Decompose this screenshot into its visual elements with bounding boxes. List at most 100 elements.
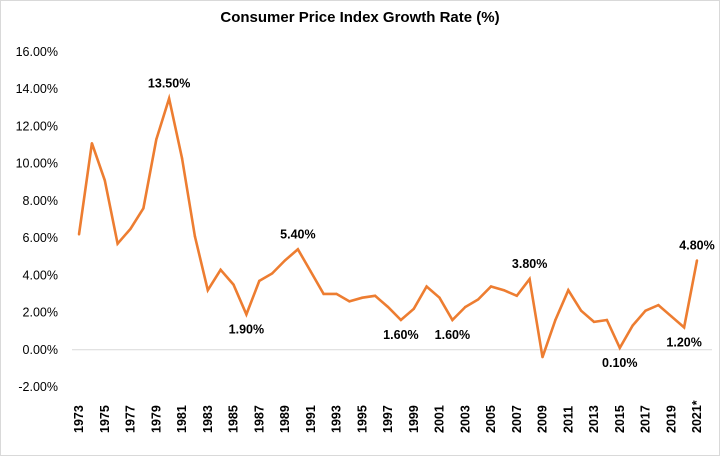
y-tick-label: 6.00% xyxy=(23,231,58,245)
y-tick-label: 4.00% xyxy=(23,268,58,282)
data-label: 3.80% xyxy=(512,257,547,271)
x-tick-label: 1981 xyxy=(175,405,189,433)
data-point xyxy=(296,248,300,251)
x-tick-label: 1989 xyxy=(278,405,292,433)
x-tick-label: 1991 xyxy=(304,405,318,433)
x-tick-label: 1999 xyxy=(407,405,421,433)
x-tick-label: 2013 xyxy=(587,405,601,433)
data-point xyxy=(489,285,493,288)
data-point xyxy=(193,235,197,238)
data-point xyxy=(670,315,673,318)
y-tick-label: 14.00% xyxy=(16,82,58,96)
y-tick-label: 2.00% xyxy=(23,306,58,320)
x-tick-label: 2009 xyxy=(536,405,550,433)
x-tick-label: 2017 xyxy=(639,405,653,433)
x-tick-label: 2021* xyxy=(690,400,704,433)
x-axis: 1973 1975 1977 1979 1981 1983 1985 1987 1989 1991… xyxy=(72,400,704,433)
data-point xyxy=(258,279,261,283)
data-label: 1.20% xyxy=(666,335,701,349)
data-point xyxy=(528,277,531,281)
data-point xyxy=(657,303,660,307)
data-label: 13.50% xyxy=(148,77,190,91)
data-point xyxy=(618,346,621,350)
data-point xyxy=(451,318,454,322)
data-point xyxy=(245,313,248,316)
data-point xyxy=(322,292,325,296)
data-point xyxy=(438,296,441,299)
data-point xyxy=(695,259,699,262)
data-label: 5.40% xyxy=(280,227,315,241)
x-tick-label: 1997 xyxy=(381,405,395,433)
x-tick-label: 2019 xyxy=(664,405,678,433)
data-point xyxy=(361,296,364,299)
data-point xyxy=(167,97,171,100)
x-tick-label: 1973 xyxy=(72,405,86,433)
x-tick-label: 2011 xyxy=(561,406,575,433)
data-point xyxy=(270,272,274,275)
y-tick-label: 10.00% xyxy=(16,157,58,171)
data-point xyxy=(116,242,119,245)
data-point xyxy=(605,318,609,322)
data-label: 1.60% xyxy=(383,328,418,342)
x-tick-label: 1979 xyxy=(149,405,163,433)
x-tick-label: 1995 xyxy=(355,405,369,433)
data-point xyxy=(464,305,467,309)
x-tick-label: 2007 xyxy=(510,405,524,433)
data-label: 0.10% xyxy=(602,356,637,370)
data-point xyxy=(541,356,544,359)
x-tick-label: 2003 xyxy=(458,405,472,433)
y-tick-label: -2.00% xyxy=(18,380,58,394)
data-point xyxy=(309,270,312,273)
data-point xyxy=(682,326,686,329)
series-line xyxy=(77,93,699,358)
data-point xyxy=(129,227,132,231)
data-point xyxy=(335,292,338,296)
data-point xyxy=(77,233,81,236)
data-point xyxy=(502,289,506,292)
data-point xyxy=(155,138,158,141)
data-point xyxy=(579,309,583,312)
data-point xyxy=(206,289,209,292)
data-point xyxy=(103,179,106,182)
x-tick-label: 1993 xyxy=(330,405,344,433)
chart-title: Consumer Price Index Growth Rate (%) xyxy=(220,9,500,26)
y-tick-label: 16.00% xyxy=(16,45,58,59)
data-point xyxy=(567,289,570,292)
data-point xyxy=(399,318,403,322)
y-tick-label: 0.00% xyxy=(23,343,58,357)
data-point xyxy=(554,318,557,322)
data-point xyxy=(412,307,415,311)
data-point xyxy=(373,294,377,298)
data-labels: 13.50% 1.90% 5.40% 1.60% 1.60% 3.80% 0.10% 1.20… xyxy=(148,77,715,370)
x-tick-label: 2001 xyxy=(433,405,447,433)
x-tick-label: 1987 xyxy=(252,405,266,433)
x-tick-label: 1975 xyxy=(98,405,112,433)
y-axis: 16.00% 14.00% 12.00% 10.00% 8.00% 6.00% 4.00% 2… xyxy=(16,45,58,394)
data-point xyxy=(232,283,235,286)
x-tick-label: 2005 xyxy=(484,405,498,433)
data-point xyxy=(631,324,634,327)
data-point xyxy=(219,268,222,271)
y-tick-label: 8.00% xyxy=(23,194,58,208)
data-label: 1.90% xyxy=(229,322,264,336)
data-point xyxy=(592,320,596,324)
data-point xyxy=(386,305,390,309)
x-tick-label: 1977 xyxy=(124,405,138,433)
data-point xyxy=(476,298,480,301)
data-point xyxy=(515,294,518,298)
data-point xyxy=(90,141,94,145)
data-label: 4.80% xyxy=(679,238,714,252)
data-point xyxy=(644,309,647,312)
y-tick-label: 12.00% xyxy=(16,119,58,133)
data-point xyxy=(142,207,145,210)
data-point xyxy=(348,300,351,303)
series-group xyxy=(77,93,699,359)
data-point xyxy=(180,156,184,160)
x-tick-label: 2015 xyxy=(613,405,627,433)
x-tick-label: 1985 xyxy=(227,405,241,433)
x-tick-label: 1983 xyxy=(201,405,215,433)
data-label: 1.60% xyxy=(435,328,470,342)
data-point xyxy=(425,285,428,288)
